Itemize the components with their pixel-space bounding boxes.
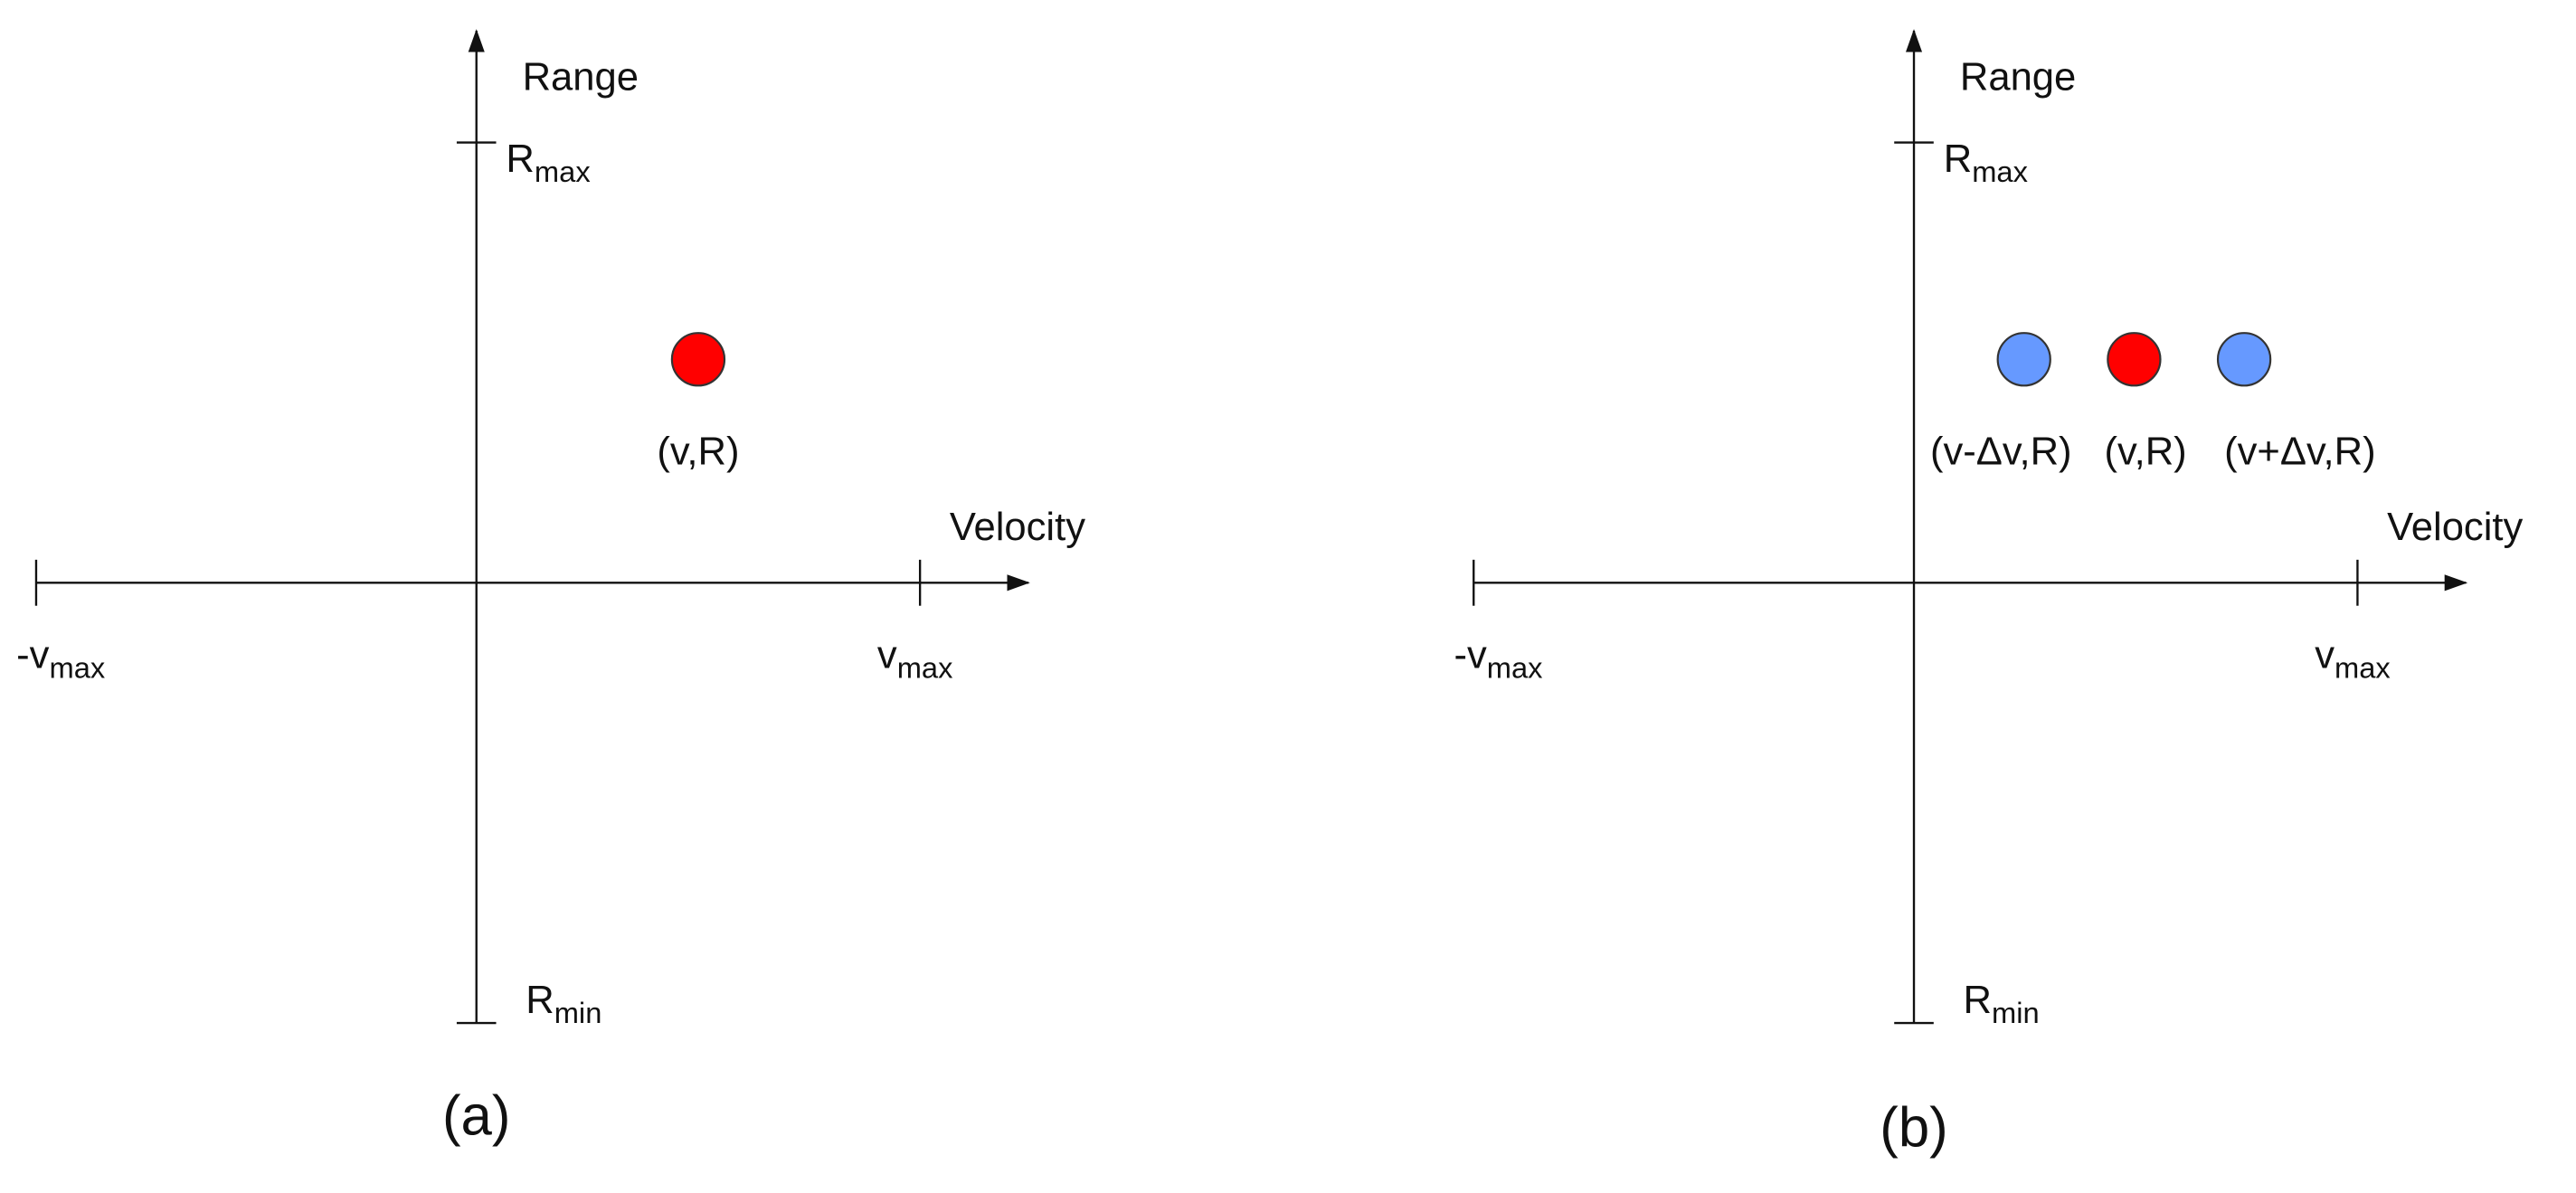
y-max-label: Rmax <box>1944 137 2028 188</box>
y-axis-label: Range <box>1960 55 2076 99</box>
x-min-label-sub: max <box>1487 651 1543 685</box>
point-label: (v,R) <box>2105 431 2187 474</box>
x-min-label-sub: max <box>49 651 105 685</box>
point <box>670 332 726 387</box>
x-min-label-base: -v <box>1454 634 1487 677</box>
x-max-label-base: v <box>877 634 897 677</box>
x-min-label-base: -v <box>16 634 50 677</box>
x-max-label: vmax <box>877 634 953 685</box>
point-label: (v-Δv,R) <box>1930 431 2072 474</box>
y-max-label-base: R <box>506 137 534 181</box>
y-min-label: Rmin <box>526 979 601 1029</box>
y-max-label: Rmax <box>506 137 590 188</box>
x-max-label-base: v <box>2315 634 2334 677</box>
point <box>1996 332 2051 387</box>
y-min-label-base: R <box>1964 979 1992 1022</box>
y-min-label-base: R <box>526 979 554 1022</box>
point-label: (v+Δv,R) <box>2224 431 2376 474</box>
caption: (a) <box>442 1085 510 1148</box>
y-axis-label: Range <box>523 55 639 99</box>
x-axis-label: Velocity <box>950 506 1085 549</box>
y-max-label-base: R <box>1944 137 1972 181</box>
x-max-label-sub: max <box>2334 651 2391 685</box>
x-min-label: -vmax <box>1454 634 1542 685</box>
point <box>2216 332 2272 387</box>
point-label: (v,R) <box>657 431 739 474</box>
x-max-label: vmax <box>2315 634 2391 685</box>
x-axis-label: Velocity <box>2387 506 2523 549</box>
y-min-label-sub: min <box>554 996 602 1029</box>
y-min-label: Rmin <box>1964 979 2040 1029</box>
x-min-label: -vmax <box>16 634 105 685</box>
caption: (b) <box>1880 1096 1947 1159</box>
y-min-label-sub: min <box>1992 996 2040 1029</box>
y-max-label-sub: max <box>1972 155 2028 188</box>
y-max-label-sub: max <box>535 155 591 188</box>
point <box>2107 332 2162 387</box>
x-max-label-sub: max <box>897 651 953 685</box>
